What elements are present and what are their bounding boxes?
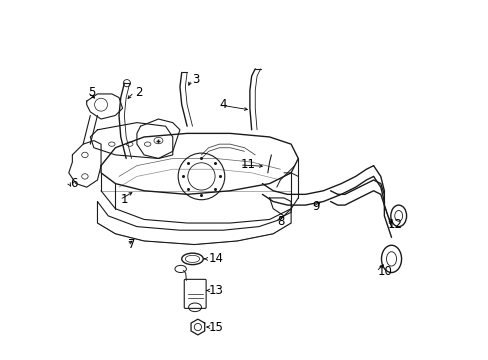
Text: 6: 6	[70, 177, 78, 190]
Text: 9: 9	[312, 201, 320, 213]
Text: 14: 14	[208, 252, 223, 265]
Text: 5: 5	[88, 86, 96, 99]
Text: 11: 11	[241, 158, 255, 171]
Text: 13: 13	[208, 284, 223, 297]
Text: 2: 2	[135, 86, 142, 99]
Text: 4: 4	[219, 98, 226, 111]
Text: 3: 3	[192, 73, 200, 86]
Text: 1: 1	[121, 193, 128, 206]
Text: 10: 10	[376, 265, 391, 278]
Text: 12: 12	[387, 218, 402, 231]
Text: 7: 7	[128, 238, 135, 251]
Text: 15: 15	[208, 320, 223, 333]
Text: 8: 8	[276, 215, 284, 228]
